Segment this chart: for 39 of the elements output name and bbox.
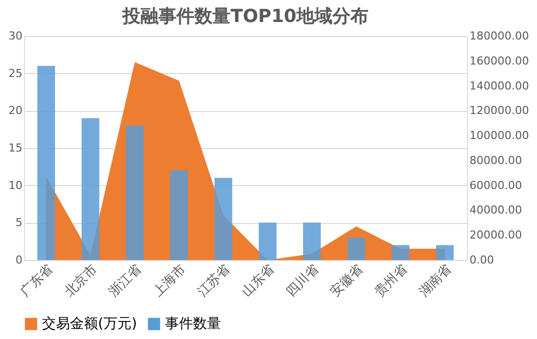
- bar: [170, 170, 188, 260]
- y-tick-label: 15: [8, 142, 22, 154]
- x-tick-label: 北京市: [62, 262, 100, 300]
- y-tick-label: 0: [16, 254, 22, 266]
- y-tick-label: 10: [8, 178, 22, 192]
- y-tick-label: 30: [8, 30, 22, 42]
- bar: [303, 222, 321, 260]
- x-tick-label: 江苏省: [195, 262, 234, 300]
- x-tick-label: 贵州省: [372, 262, 410, 300]
- bar: [37, 66, 56, 260]
- legend-label: 交易金额(万元): [42, 316, 137, 332]
- y2-tick-label: 40000.00: [470, 204, 522, 217]
- x-tick-label: 上海市: [150, 262, 189, 300]
- bar: [347, 238, 366, 260]
- y-tick-label: 5: [16, 216, 22, 230]
- y2-tick-label: 100000.00: [470, 129, 529, 142]
- bar: [392, 245, 410, 260]
- y-tick-label: 20: [8, 104, 22, 118]
- y2-tick-label: 80000.00: [470, 154, 522, 167]
- y2-tick-label: 20000.00: [470, 228, 522, 242]
- bar: [436, 245, 454, 260]
- y2-tick-label: 140000.00: [470, 79, 529, 92]
- x-tick-label: 四川省: [284, 262, 322, 300]
- x-tick-label: 山东省: [239, 262, 278, 300]
- y2-tick-label: 180000.00: [470, 30, 529, 42]
- y2-tick-label: 160000.00: [470, 54, 529, 68]
- x-tick-label: 湖南省: [416, 262, 455, 300]
- bar: [82, 118, 100, 260]
- x-tick-label: 安徽省: [327, 261, 366, 300]
- y2-tick-label: 0.00: [470, 254, 494, 266]
- y2-tick-label: 60000.00: [470, 178, 522, 192]
- bar: [214, 178, 232, 260]
- legend-label: 事件数量: [165, 316, 221, 332]
- y-tick-label: 25: [8, 66, 22, 80]
- chart-title: 投融事件数量TOP10地域分布: [122, 6, 368, 27]
- x-tick-label: 浙江省: [106, 262, 145, 300]
- bar: [258, 222, 277, 260]
- bar: [126, 126, 144, 260]
- y2-tick-label: 120000.00: [470, 104, 529, 118]
